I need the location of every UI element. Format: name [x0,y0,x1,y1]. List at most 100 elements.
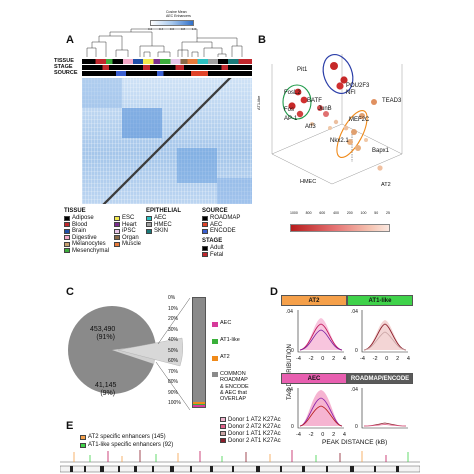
legend-item: Muscle [114,241,141,248]
swatch [80,442,86,448]
legend-tissue-title: TISSUE [64,208,86,214]
xtick: -2 [308,432,314,438]
swatch [114,215,120,221]
xtick: 4 [342,432,346,438]
cosine-scale-gradient [150,20,194,26]
stacked-bar-ticks: 0% 10% 20% 30% 40% 50% 60% 70% 80% 90% 1… [168,296,188,410]
swatch [114,228,120,234]
label-batf: BATF [307,98,322,104]
xtick: -2 [372,356,378,362]
ytick: .04 [351,387,358,393]
legend-label: ENCODE [210,228,236,235]
legend-label: Fetal [210,251,224,258]
xtick: 4 [342,356,346,362]
xticks-aec: -4 -2 0 2 4 [296,432,346,438]
label-bapx1: Bapx1 [372,148,390,154]
legend-item: SKIN [146,228,172,235]
legend-label: AT2 specific enhancers (145) [88,434,166,440]
label-fos: Fos [284,107,295,113]
bar-tick: 90% [168,389,179,396]
legend-item: AT2 [212,354,272,362]
swatch [146,222,152,228]
colorbar-tick: 1000 [290,211,298,215]
legend-label: AEC [210,221,223,228]
heatmap-block [122,108,162,138]
legend-item: Organ [114,235,141,242]
legend-source-title: SOURCE [202,208,228,214]
swatch [212,355,218,361]
pie-small-pct: (9%) [100,390,116,397]
bar-tick: 100% [168,400,181,406]
genome-track [60,450,420,473]
xtick: 2 [396,356,400,362]
pvalue-colorbar: 1000 800 600 400 200 100 50 25 [290,211,390,242]
legend-item: AEC [212,320,272,328]
bar-tick: 60% [168,358,179,364]
legend-item: AT2 specific enhancers (145) [80,433,173,441]
ytick: .04 [351,309,358,315]
label-atf3: Atf3 [305,124,316,130]
swatch [212,338,218,344]
swatch [146,215,152,221]
swatch [64,228,70,234]
legend-label: AT1-like [220,337,240,344]
swatch [80,434,86,440]
legend-label: HMEC [154,221,172,228]
chromosome-ideogram [60,465,420,473]
swatch [64,215,70,221]
xticks-at2: -4 -2 0 2 4 [296,356,346,362]
plot-at2 [297,310,344,353]
ytick: .04 [286,309,293,315]
stage-strip [82,65,252,70]
colorbar-tick: 25 [386,211,390,215]
legend-label: Heart [122,221,137,228]
legend-label: AEC [154,215,167,222]
xtick: 0 [321,356,325,362]
swatch [220,424,226,429]
axis-label-at2: AT2 [381,182,391,188]
panel-c-letter: C [66,286,74,298]
legend-label: iPSC [122,228,136,235]
row-label-source: SOURCE [54,70,78,76]
swatch [64,222,70,228]
legend-label: ESC [122,215,135,222]
plot-aec [297,388,344,429]
xtick: -4 [296,356,301,362]
bar-tick: 40% [168,337,179,343]
panel-a-letter: A [66,34,74,46]
legend-item: AT1-like [212,337,272,345]
legend-label: Melanocytes [72,241,106,248]
panel-e-letter: E [66,420,74,432]
panel-c-pie [68,297,191,411]
heatmap-block [82,78,122,108]
pie-big-pct: (91%) [96,334,115,341]
legend-item: ROADMAP [202,215,240,222]
label-junb: JunB [318,106,332,112]
colorbar-tick: 200 [346,211,353,215]
ytick: 0 [291,348,294,354]
legend-item: Donor 2 AT2 K27Ac [220,423,281,430]
legend-label: Muscle [122,241,142,248]
ytick: 0 [355,348,358,354]
legend-label: Mesenchymal [72,247,110,254]
legend-label: COMMON ROADMAP & ENCODE & AEC that OVERL… [220,371,249,403]
legend-item: Digestive [64,235,109,242]
row-label-stage: STAGE [54,64,73,70]
xtick: -4 [296,432,301,438]
legend-item: Melanocytes [64,241,109,248]
legend-item: Donor 1 AT2 K27Ac [220,416,281,423]
colorbar-tick: 400 [333,211,339,215]
legend-label: AT2 [220,354,230,361]
header-aec: AEC [281,373,347,384]
swatch [212,372,218,377]
legend-item: AEC [146,215,172,222]
panel-d-xlabel: PEAK DISTANCE (kB) [322,439,388,446]
label-pit1: Pit1 [297,67,308,73]
header-at1like: AT1-like [347,295,413,306]
cosine-scale-title-1: Cosine Mean [166,10,187,14]
legend-item: Fetal [202,252,224,259]
bar-tick: 70% [168,368,179,375]
legend-item: Donor 1 AT1 K27Ac [220,430,281,437]
swatch [64,235,70,241]
label-tead3: TEAD3 [382,98,402,104]
